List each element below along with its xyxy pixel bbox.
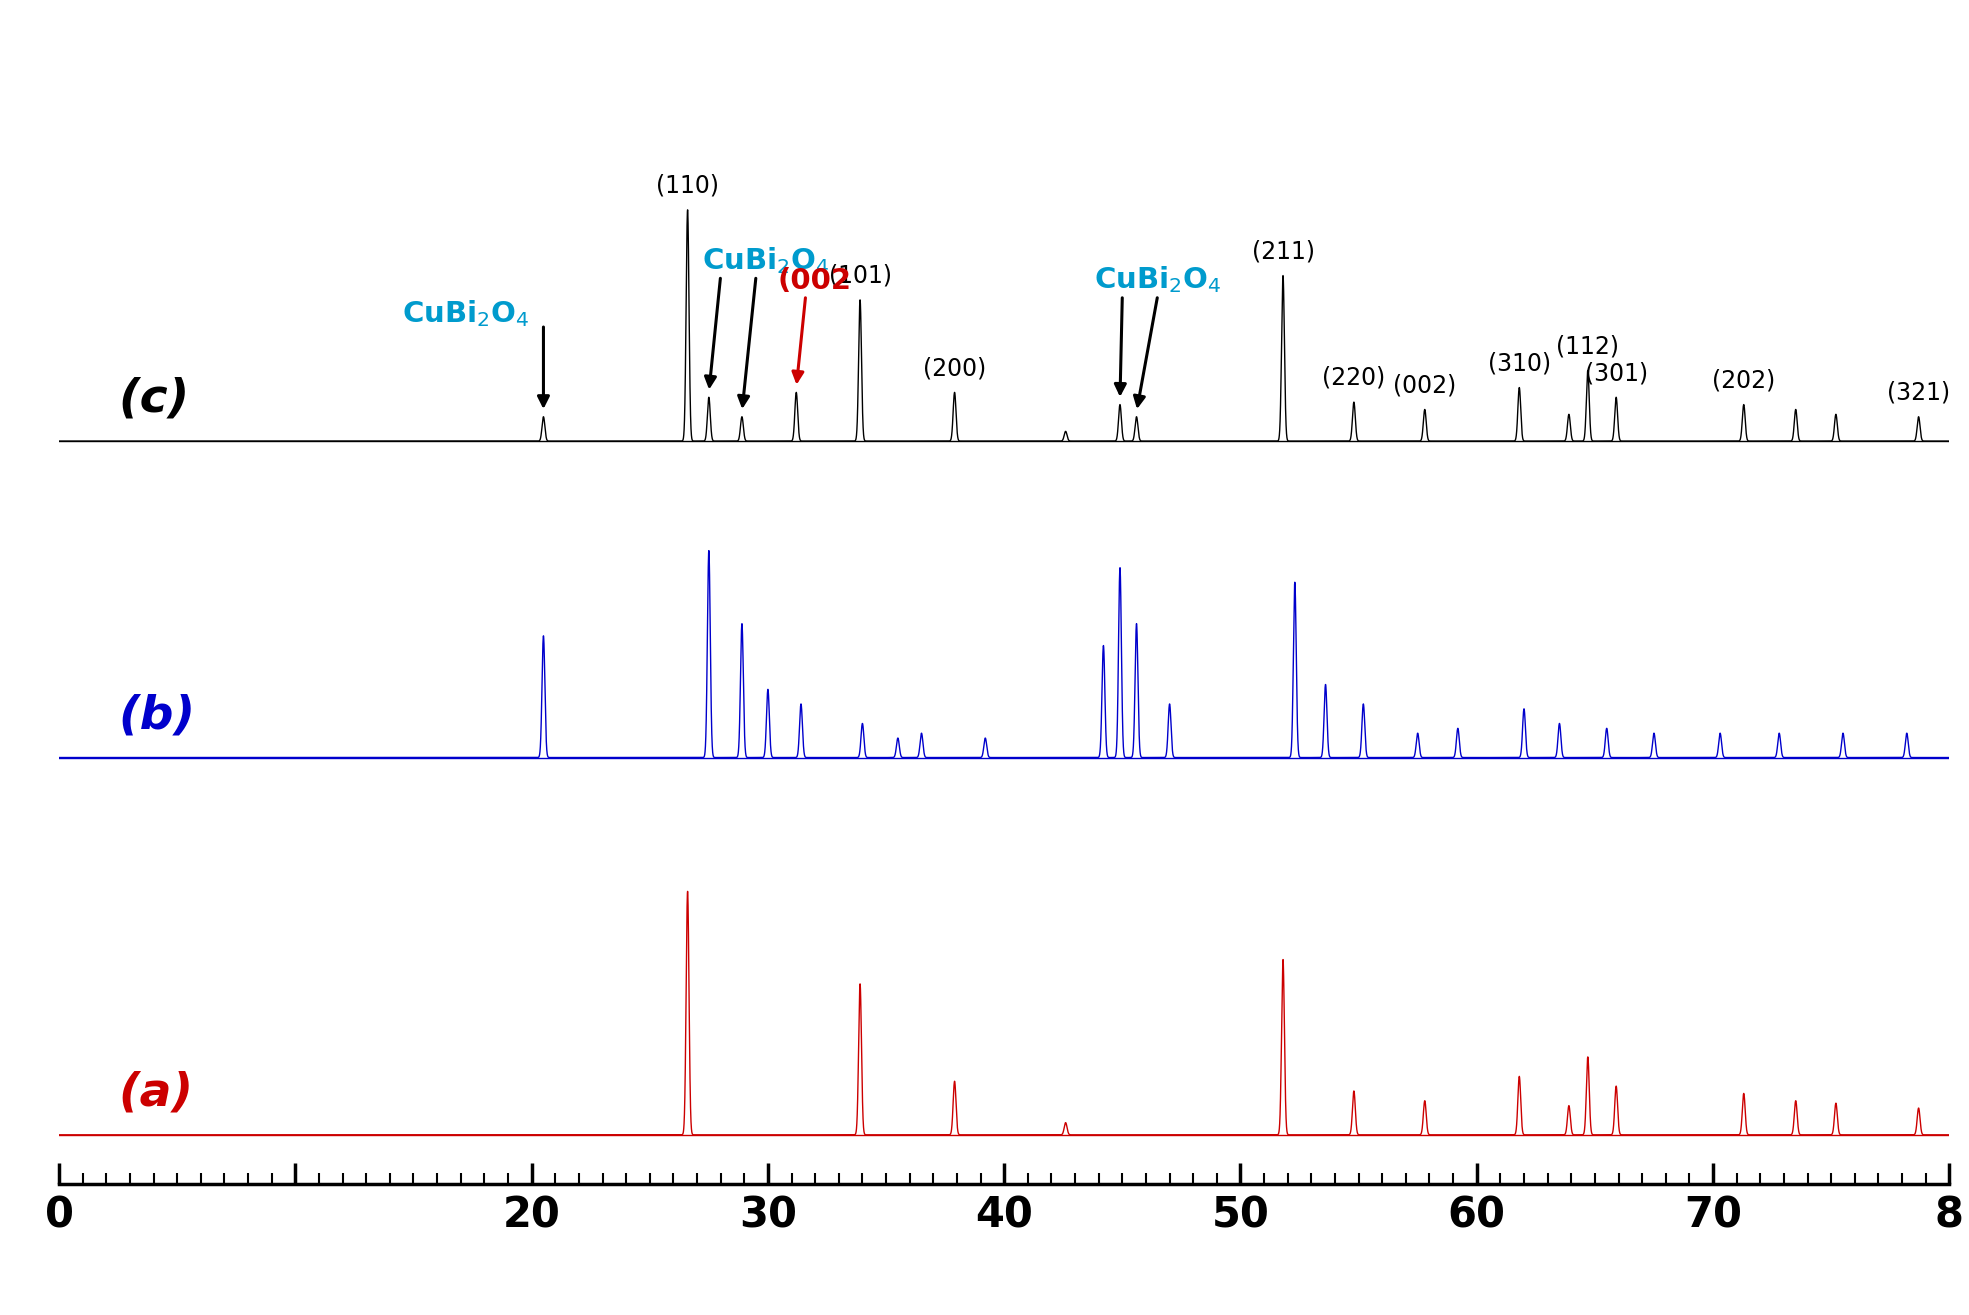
Text: CuBi$_2$O$_4$: CuBi$_2$O$_4$ [701,245,829,276]
Text: CuBi$_2$O$_4$: CuBi$_2$O$_4$ [1095,264,1221,295]
Text: (321): (321) [1886,380,1949,405]
Text: (310): (310) [1489,351,1552,375]
Text: (211): (211) [1252,239,1315,263]
Text: (b): (b) [118,693,195,738]
Text: (a): (a) [118,1070,193,1115]
Text: (c): (c) [118,376,189,422]
Text: (002): (002) [1394,373,1457,397]
Text: (202): (202) [1713,368,1776,392]
Text: (220): (220) [1323,366,1386,391]
Text: (002: (002 [778,267,851,295]
Text: (301): (301) [1585,362,1648,385]
Text: (101): (101) [829,264,892,288]
Text: (112): (112) [1556,334,1619,358]
Text: (200): (200) [923,356,986,380]
Text: CuBi$_2$O$_4$: CuBi$_2$O$_4$ [402,299,530,329]
Text: (110): (110) [656,174,719,197]
